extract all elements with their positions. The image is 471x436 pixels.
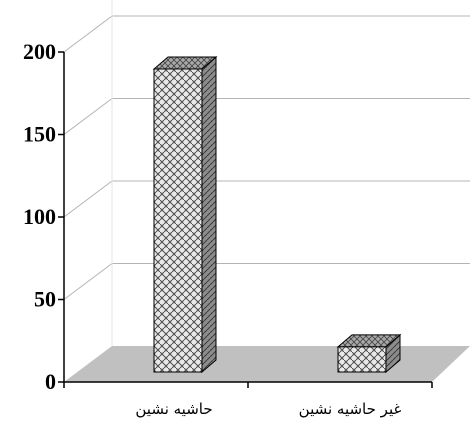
bar	[336, 333, 402, 374]
x-category-label: حاشیه نشین	[135, 400, 212, 418]
gridline-side	[63, 180, 113, 218]
x-category-label: غیر حاشیه نشین	[299, 400, 402, 418]
y-tick-label: 50	[34, 287, 56, 312]
bar-front	[153, 68, 203, 373]
labels: 0 50 100 150 200 حاشیه نشین غیر حاشیه نشین	[23, 39, 401, 418]
bars	[152, 55, 402, 374]
bar	[152, 55, 218, 374]
gridline-side	[63, 263, 113, 300]
gridlines	[63, 0, 470, 346]
chart-floor	[64, 346, 470, 382]
axes	[58, 51, 433, 388]
y-tick-label: 150	[23, 122, 56, 147]
gridline-side	[63, 15, 113, 53]
gridline-side	[63, 98, 113, 135]
y-tick-label: 0	[45, 369, 56, 394]
y-tick-label: 100	[23, 204, 56, 229]
y-tick-label: 200	[23, 39, 56, 64]
floor-plane	[64, 346, 470, 382]
bar-front	[337, 346, 387, 373]
bar-side	[201, 55, 217, 374]
